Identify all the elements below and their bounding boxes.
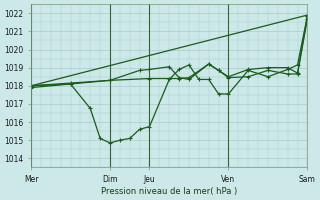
X-axis label: Pression niveau de la mer( hPa ): Pression niveau de la mer( hPa ) [101, 187, 237, 196]
